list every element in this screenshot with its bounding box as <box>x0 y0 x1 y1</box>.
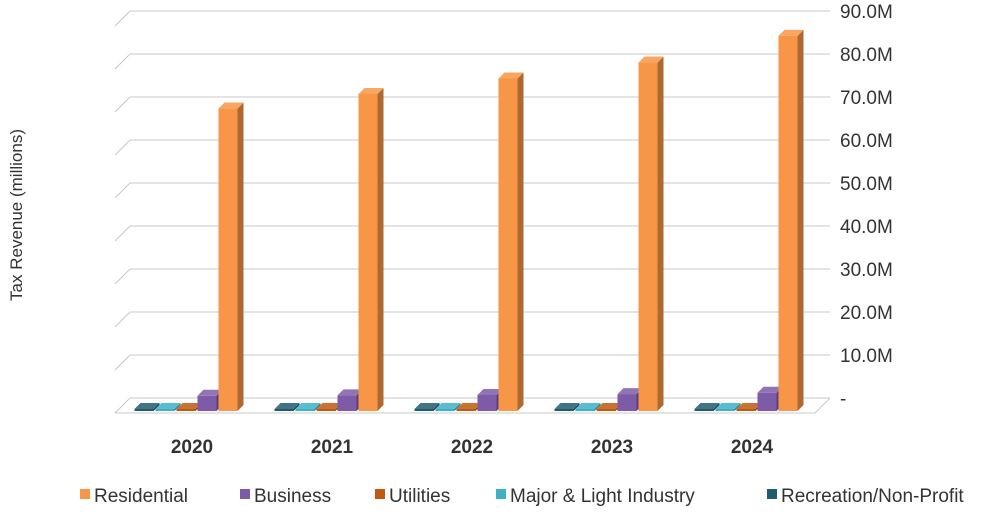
bar-2024-major-light-industry <box>715 403 741 411</box>
gridline-depth <box>114 53 131 70</box>
x-tick-label: 2024 <box>731 437 774 458</box>
gridline-depth <box>114 354 131 371</box>
y-tick-label: 40.0M <box>840 217 893 238</box>
bar-2021-major-light-industry <box>295 403 321 411</box>
legend-item: Business <box>240 486 331 507</box>
legend-swatch <box>375 489 385 499</box>
legend-swatch <box>80 489 90 499</box>
bar-2020-major-light-industry <box>155 403 181 411</box>
bar-2022-recreation-non-profit <box>414 403 440 411</box>
gridline-depth <box>114 96 131 113</box>
legend-label: Utilities <box>389 486 450 507</box>
gridline-depth <box>114 397 131 414</box>
bar-2024-residential <box>778 29 804 411</box>
y-tick-label: 80.0M <box>840 45 893 66</box>
gridline-depth <box>114 10 131 27</box>
bar-2022-major-light-industry <box>435 403 461 411</box>
legend-swatch <box>767 489 777 499</box>
legend-swatch <box>240 489 250 499</box>
bar-2021-recreation-non-profit <box>274 403 300 411</box>
y-axis-label: Tax Revenue (millions) <box>7 129 26 301</box>
bar-2021-residential <box>358 87 384 411</box>
legend-item: Major & Light Industry <box>496 486 695 507</box>
bar-2024-recreation-non-profit <box>694 403 720 411</box>
legend-swatch <box>496 489 506 499</box>
y-tick-label: 50.0M <box>840 174 893 195</box>
legend: Residential Business Utilities Major & Ligh… <box>80 486 964 507</box>
x-tick-label: 2021 <box>311 437 354 458</box>
legend-label: Recreation/Non-Profit <box>781 486 964 507</box>
y-tick-label: 10.0M <box>840 346 893 367</box>
y-tick-label: 20.0M <box>840 303 893 324</box>
bar-2023-residential <box>638 56 664 412</box>
bar-2020-recreation-non-profit <box>134 403 160 411</box>
x-tick-label: 2020 <box>171 437 213 458</box>
bars <box>134 29 804 412</box>
y-tick-label: 30.0M <box>840 260 893 281</box>
x-tick-label: 2023 <box>591 437 633 458</box>
gridlines <box>114 10 831 414</box>
y-tick-label: - <box>840 389 846 410</box>
bar-2023-recreation-non-profit <box>554 403 580 411</box>
x-tick-label: 2022 <box>451 437 493 458</box>
legend-label: Residential <box>94 486 188 507</box>
bar-2023-major-light-industry <box>575 403 601 411</box>
x-axis-ticks: 2020 2021 2022 2023 2024 <box>171 437 774 458</box>
floor-edge <box>814 397 831 414</box>
gridline-depth <box>114 182 131 199</box>
bar-2020-residential <box>218 102 244 411</box>
legend-item: Utilities <box>375 486 450 507</box>
legend-label: Business <box>254 486 331 507</box>
y-axis-ticks: - 10.0M 20.0M 30.0M 40.0M 50.0M 60.0M 70.0M 80.0… <box>840 2 893 410</box>
gridline-depth <box>114 268 131 285</box>
bar-2022-residential <box>498 72 524 412</box>
gridline-depth <box>114 139 131 156</box>
gridline-depth <box>114 225 131 242</box>
legend-item: Residential <box>80 486 188 507</box>
legend-label: Major & Light Industry <box>510 486 695 507</box>
legend-item: Recreation/Non-Profit <box>767 486 964 507</box>
y-tick-label: 70.0M <box>840 88 893 109</box>
y-tick-label: 60.0M <box>840 131 893 152</box>
gridline-depth <box>114 311 131 328</box>
y-tick-label: 90.0M <box>840 2 893 23</box>
